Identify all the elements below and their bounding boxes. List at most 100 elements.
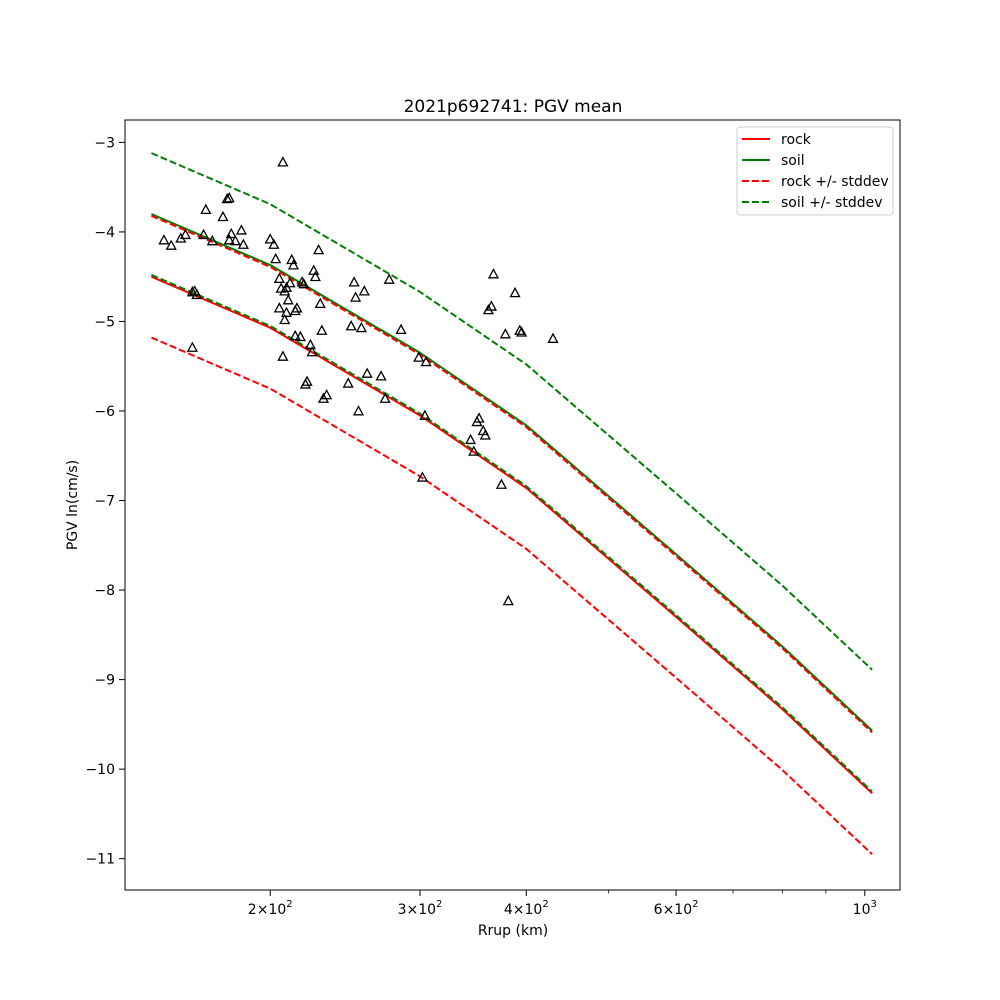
data-point [200, 203, 212, 215]
data-point [221, 192, 233, 204]
data-point [316, 324, 328, 335]
data-point [358, 285, 370, 296]
y-tick-label: −5 [94, 314, 115, 330]
data-point [206, 235, 218, 246]
data-point [284, 277, 296, 288]
data-point [547, 332, 559, 343]
data-point [291, 302, 303, 313]
data-point [235, 224, 247, 235]
series-line-rock-stddev-2 [151, 214, 873, 734]
data-point [301, 375, 313, 386]
data-point [287, 259, 300, 270]
data-point [355, 321, 367, 333]
data-point [294, 330, 306, 342]
y-tick-label: −4 [94, 225, 115, 241]
data-point [277, 350, 289, 361]
data-point [509, 286, 521, 298]
chart-title: 2021p692741: PGV mean [404, 97, 623, 117]
data-point [277, 156, 289, 167]
data-point [416, 471, 429, 482]
legend-label: rock [781, 132, 812, 148]
data-point [237, 238, 249, 249]
plot-area [151, 152, 873, 855]
data-point [361, 367, 373, 378]
x-tick-label: 6×102 [654, 899, 699, 918]
legend: rock soil rock +/- stddev soil +/- stddev [736, 126, 894, 216]
data-point [420, 355, 432, 367]
data-point [186, 286, 198, 297]
data-point [413, 351, 425, 362]
points-layer [158, 156, 559, 606]
data-point [223, 192, 235, 203]
data-point [309, 270, 321, 282]
x-tick-label: 103 [853, 899, 877, 918]
y-tick-label: −11 [85, 852, 115, 868]
legend-box [736, 126, 894, 216]
legend-label: soil +/- stddev [781, 195, 883, 211]
data-point [158, 234, 170, 245]
data-point [198, 228, 210, 240]
data-point [280, 306, 293, 317]
y-tick-label: −6 [94, 404, 115, 420]
y-axis: −3 −4 −5 −6 −7 −8 −9 −10 −11 [85, 135, 125, 868]
data-point [487, 268, 500, 279]
x-tick-label: 4×102 [504, 899, 549, 918]
x-axis-label: Rrup (km) [478, 923, 548, 939]
data-point [349, 291, 362, 302]
y-tick-label: −7 [94, 494, 115, 510]
data-point [345, 320, 357, 331]
data-point [298, 277, 310, 289]
data-point [273, 272, 285, 283]
data-point [273, 302, 285, 313]
data-point [229, 235, 241, 246]
data-point [516, 326, 528, 337]
legend-label: rock +/- stddev [781, 174, 889, 190]
x-tick-label: 3×102 [398, 899, 443, 918]
data-point [499, 328, 511, 339]
series-line-soil-1 [151, 213, 873, 732]
series-line-rock-stddev-3 [151, 336, 873, 855]
data-point [395, 323, 407, 334]
data-point [282, 294, 294, 305]
data-point [264, 233, 276, 244]
data-point [352, 405, 365, 416]
series-line-soil-stddev-4 [151, 152, 873, 671]
series-line-rock-0 [151, 275, 873, 795]
data-point [270, 252, 282, 264]
data-point [179, 228, 192, 240]
x-axis: 2×102 3×102 4×102 6×102 103 [248, 890, 877, 918]
data-point [313, 243, 325, 255]
y-axis-label: PGV ln(cm/s) [65, 460, 81, 550]
data-point [342, 377, 354, 388]
data-point [289, 329, 301, 341]
data-point [473, 412, 485, 423]
data-point [189, 285, 201, 296]
data-point [502, 594, 514, 606]
data-point [514, 324, 526, 335]
data-point [304, 338, 317, 350]
data-point [314, 297, 326, 309]
legend-label: soil [781, 153, 805, 169]
data-point [495, 478, 508, 489]
data-point [268, 238, 280, 249]
data-point [375, 370, 387, 381]
data-point [165, 239, 177, 250]
data-point [419, 409, 431, 420]
data-point [485, 300, 498, 311]
data-point [186, 341, 198, 352]
data-point [306, 346, 318, 357]
data-point [464, 433, 477, 445]
series-line-soil-stddev-5 [151, 273, 873, 793]
plot-frame [124, 119, 901, 891]
data-point [379, 392, 391, 403]
data-point [279, 313, 291, 325]
data-point [321, 389, 333, 400]
data-point [479, 429, 491, 440]
x-tick-label: 2×102 [248, 899, 293, 918]
data-point [217, 210, 229, 222]
lines-layer [151, 152, 873, 855]
y-tick-label: −9 [94, 673, 115, 689]
data-point [468, 445, 480, 456]
y-tick-label: −10 [85, 762, 115, 778]
